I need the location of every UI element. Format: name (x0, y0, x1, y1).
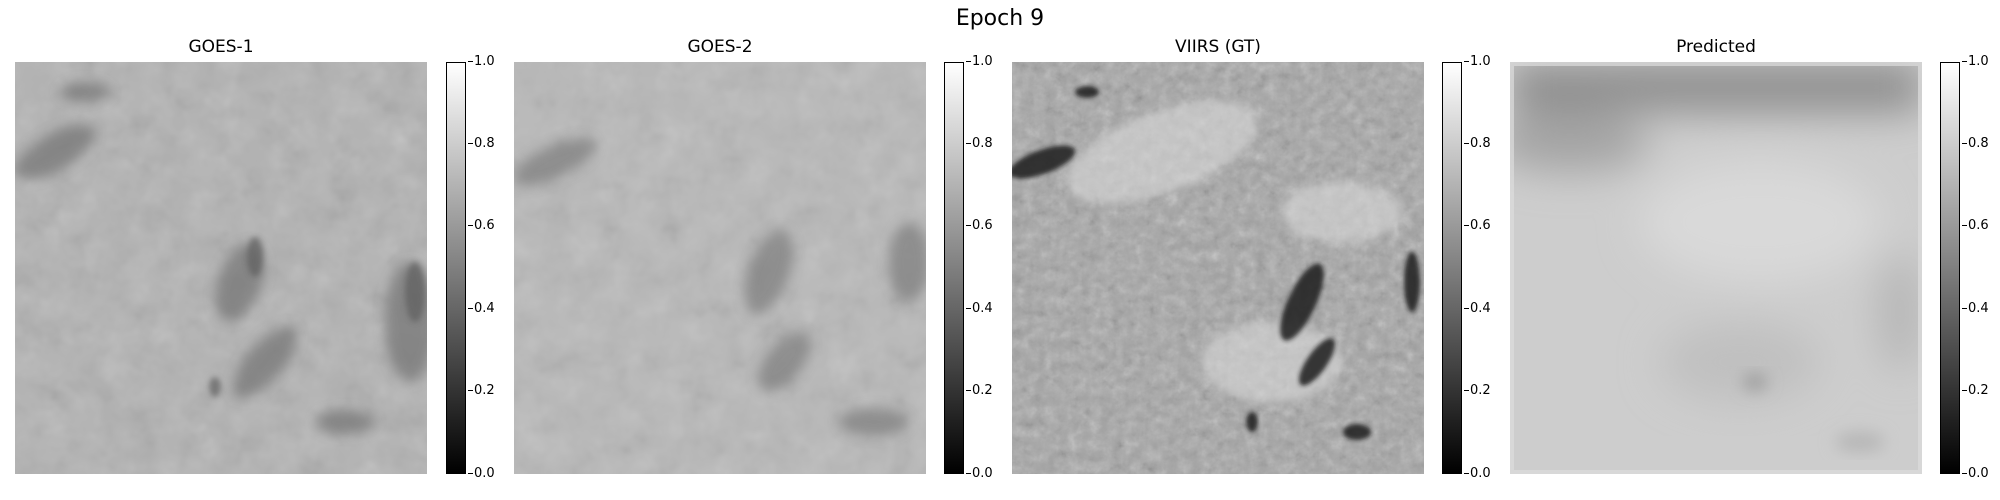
colorbar-tick: 0.8 (468, 136, 495, 151)
colorbar-tick: 0.4 (468, 301, 495, 316)
viirs-gt-image (1012, 62, 1424, 474)
colorbar-tick: 0.2 (966, 383, 993, 398)
colorbar-tick: 0.4 (966, 301, 993, 316)
colorbar-tick: 1.0 (966, 54, 993, 69)
panel-title-predicted: Predicted (1676, 37, 1756, 57)
colorbar-tick: 1.0 (1464, 54, 1491, 69)
colorbar-tick: 0.0 (1962, 466, 1989, 481)
colorbar-tick: 0.6 (468, 218, 495, 233)
colorbar-tick: 0.0 (468, 466, 495, 481)
colorbar-tick: 0.6 (966, 218, 993, 233)
colorbar-tick: 0.0 (1464, 466, 1491, 481)
colorbar-tick: 0.8 (1962, 136, 1989, 151)
panel-title-viirs-gt: VIIRS (GT) (1175, 37, 1261, 57)
colorbar-tick: 1.0 (1962, 54, 1989, 69)
colorbar-tick: 0.2 (1962, 383, 1989, 398)
goes-1-image (15, 62, 427, 474)
viirs-gt-image-graphic (1012, 62, 1424, 474)
figure-title: Epoch 9 (955, 6, 1045, 31)
predicted-image-graphic (1510, 62, 1922, 474)
panel-title-goes-1: GOES-1 (188, 37, 254, 57)
panel-title-goes-2: GOES-2 (687, 37, 753, 57)
goes-2-image-graphic (514, 62, 926, 474)
colorbar-tick: 0.4 (1464, 301, 1491, 316)
goes-2-image (514, 62, 926, 474)
colorbar-tick: 0.2 (1464, 383, 1491, 398)
colorbar-tick: 1.0 (468, 54, 495, 69)
colorbar-tick: 0.6 (1464, 218, 1491, 233)
viirs-gt-colorbar (1442, 62, 1462, 474)
colorbar-tick: 0.2 (468, 383, 495, 398)
predicted-image (1510, 62, 1922, 474)
colorbar-tick: 0.4 (1962, 301, 1989, 316)
colorbar-tick: 0.8 (966, 136, 993, 151)
goes-1-image-graphic (15, 62, 427, 474)
colorbar-tick: 0.6 (1962, 218, 1989, 233)
colorbar-tick: 0.0 (966, 466, 993, 481)
predicted-colorbar (1940, 62, 1960, 474)
colorbar-tick: 0.8 (1464, 136, 1491, 151)
goes-2-colorbar (944, 62, 964, 474)
goes-1-colorbar (446, 62, 466, 474)
